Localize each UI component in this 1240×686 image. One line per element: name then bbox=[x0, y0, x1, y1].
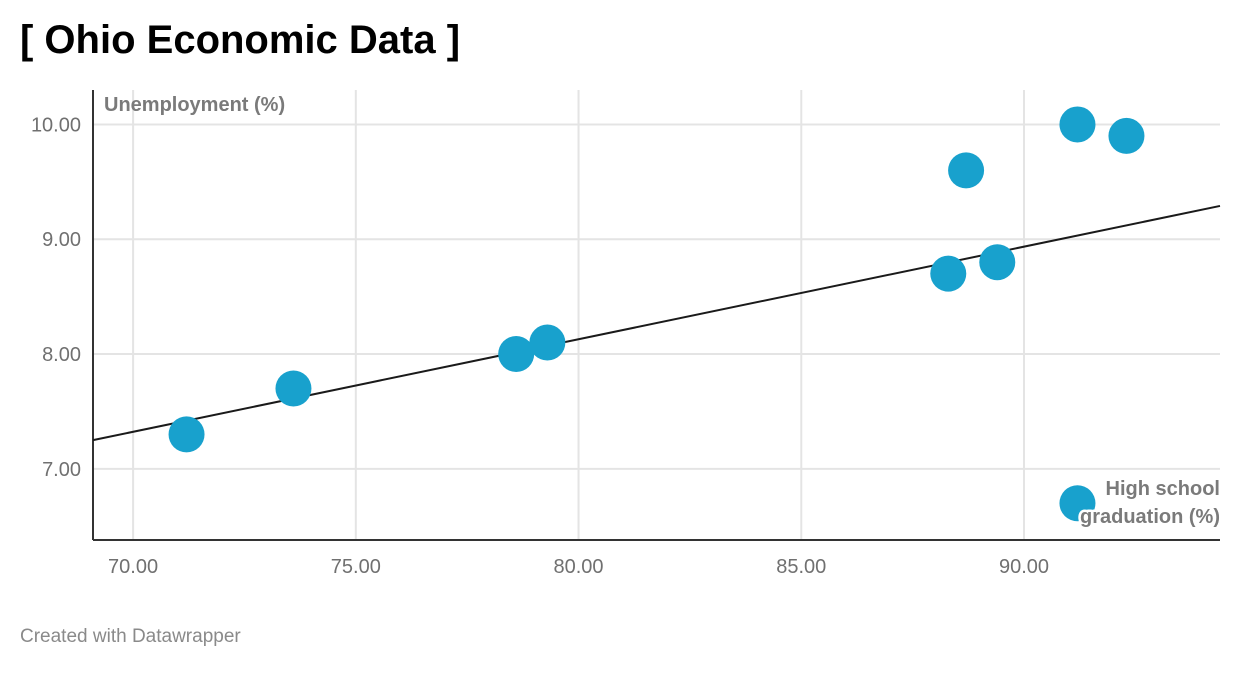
data-point bbox=[979, 244, 1016, 281]
y-tick-label: 9.00 bbox=[42, 229, 81, 251]
x-axis-title-line: High school bbox=[1106, 478, 1220, 500]
chart-title: [ Ohio Economic Data ] bbox=[20, 18, 461, 62]
data-point bbox=[275, 370, 312, 407]
y-tick-label: 7.00 bbox=[42, 459, 81, 481]
data-point bbox=[168, 416, 205, 453]
grid-lines bbox=[93, 90, 1220, 540]
x-tick-label: 70.00 bbox=[108, 556, 158, 578]
axis-labels: Unemployment (%) 7.00 8.00 9.00 10.00 70.00 7… bbox=[31, 94, 1223, 578]
axes bbox=[92, 90, 1220, 541]
trendline bbox=[92, 204, 1221, 442]
data-point bbox=[1059, 485, 1096, 522]
data-point bbox=[498, 336, 535, 373]
x-tick-label: 85.00 bbox=[776, 556, 826, 578]
data-points bbox=[168, 106, 1145, 522]
data-point bbox=[1108, 117, 1145, 154]
x-tick-label: 80.00 bbox=[554, 556, 604, 578]
data-point bbox=[930, 255, 967, 292]
data-point bbox=[529, 324, 566, 361]
data-point bbox=[948, 152, 985, 189]
data-point bbox=[1059, 106, 1096, 143]
footer-credit: Created with Datawrapper bbox=[20, 626, 241, 647]
trendline-layer bbox=[92, 204, 1221, 442]
y-tick-label: 8.00 bbox=[42, 344, 81, 366]
x-tick-label: 90.00 bbox=[999, 556, 1049, 578]
y-tick-label: 10.00 bbox=[31, 114, 81, 136]
x-axis-title-line: graduation (%) bbox=[1080, 506, 1220, 528]
x-axis-title: High school graduation (%) bbox=[1080, 478, 1220, 528]
x-tick-label: 75.00 bbox=[331, 556, 381, 578]
y-axis-title: Unemployment (%) bbox=[104, 94, 285, 116]
